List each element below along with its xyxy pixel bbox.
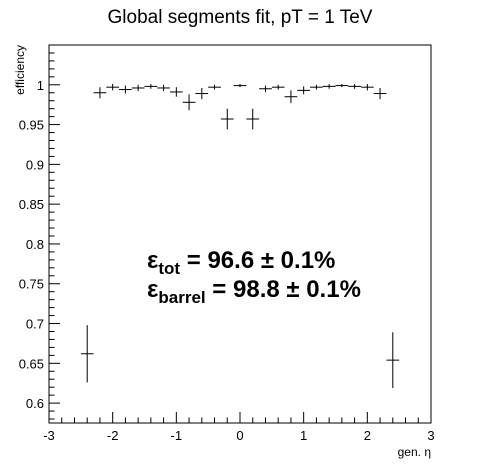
y-tick-label: 0.8: [26, 237, 44, 252]
data-point: [310, 84, 323, 90]
data-point: [348, 83, 361, 89]
data-point: [246, 108, 260, 130]
y-tick-label: 1: [37, 78, 44, 93]
data-point: [360, 83, 374, 91]
data-point: [297, 86, 311, 95]
annotation-text: εtot = 96.6 ± 0.1%: [147, 247, 335, 278]
data-point: [373, 87, 387, 100]
data-point: [131, 84, 145, 92]
annotation-symbol: ε: [147, 247, 158, 274]
annotation-value: = 98.8 ± 0.1%: [206, 276, 361, 303]
annotation-symbol: ε: [147, 276, 158, 303]
annotation-subscript: tot: [158, 259, 180, 278]
data-point: [169, 87, 183, 97]
data-point: [208, 84, 221, 90]
data-point: [284, 90, 298, 104]
annotations: εtot = 96.6 ± 0.1%εbarrel = 98.8 ± 0.1%: [147, 247, 361, 307]
plot-frame: [48, 44, 432, 424]
y-tick-label: 0.9: [26, 157, 44, 172]
data-point: [119, 85, 132, 94]
data-point: [106, 83, 120, 91]
x-axis: -3 -2 -1 0 1 2 3: [43, 412, 435, 443]
annotation-subscript: barrel: [158, 288, 205, 307]
data-point: [322, 83, 336, 89]
y-axis-label: efficiency: [13, 45, 27, 95]
data-point: [271, 84, 285, 90]
x-tick-label: 0: [236, 428, 243, 443]
data-point: [144, 83, 158, 89]
x-tick-label: -2: [107, 428, 119, 443]
data-point: [386, 332, 400, 388]
data-point: [195, 87, 209, 100]
x-tick-label: -1: [171, 428, 183, 443]
data-point: [259, 85, 272, 92]
data-point: [335, 83, 349, 88]
y-tick-label: 0.6: [26, 396, 44, 411]
annotation-text: εbarrel = 98.8 ± 0.1%: [147, 276, 361, 307]
data-point: [80, 325, 94, 383]
y-axis: 0.6 0.65 0.7 0.75 0.8 0.85 0.9 0.95 1: [19, 52, 60, 420]
x-tick-label: 2: [364, 428, 371, 443]
annotation-value: = 96.6 ± 0.1%: [180, 247, 335, 274]
data-point: [182, 94, 196, 111]
data-point: [220, 108, 234, 130]
y-tick-label: 0.95: [19, 118, 44, 133]
data-point: [233, 83, 247, 88]
chart-title: Global segments fit, pT = 1 TeV: [108, 7, 373, 28]
y-tick-label: 0.7: [26, 317, 44, 332]
data-point: [93, 87, 107, 99]
x-axis-label: gen. η: [398, 445, 431, 459]
x-tick-label: -3: [43, 428, 55, 443]
y-tick-label: 0.85: [19, 197, 44, 212]
x-tick-label: 3: [427, 428, 434, 443]
x-tick-label: 1: [300, 428, 307, 443]
y-tick-label: 0.65: [19, 356, 44, 371]
data-point: [157, 84, 170, 92]
y-tick-label: 0.75: [19, 277, 44, 292]
data-points: [80, 83, 400, 388]
